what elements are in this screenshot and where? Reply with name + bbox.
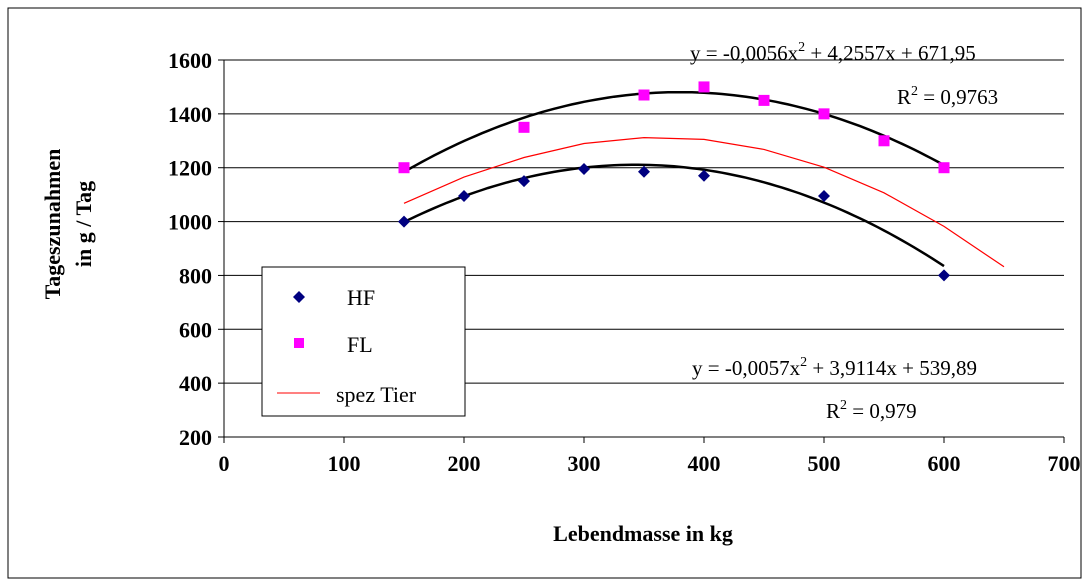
x-tick-label-300: 300: [568, 451, 601, 476]
x-tick-label-600: 600: [928, 451, 961, 476]
legend-fl-label: FL: [347, 332, 373, 357]
point-fl-1: [518, 121, 530, 133]
hf-r-squared: R2 = 0,979: [826, 398, 917, 423]
data-points: [398, 81, 950, 282]
x-tick-label-200: 200: [448, 451, 481, 476]
y-axis-label-line2: in g / Tag: [71, 181, 96, 267]
y-tick-label-200: 200: [179, 425, 212, 450]
trend-curves: [403, 90, 1005, 268]
point-hf-7: [938, 269, 950, 282]
trendline-fl: [403, 90, 945, 173]
legend-fl-marker: [294, 338, 304, 348]
x-axis-label: Lebendmasse in kg: [553, 521, 733, 546]
point-fl-5: [818, 108, 830, 120]
x-tick-label-100: 100: [328, 451, 361, 476]
y-tick-label-600: 600: [179, 317, 212, 342]
trendline-hf: [403, 163, 945, 268]
x-tick-label-0: 0: [219, 451, 230, 476]
point-fl-7: [938, 162, 950, 174]
point-hf-6: [818, 189, 830, 202]
x-tick-label-700: 700: [1048, 451, 1081, 476]
point-fl-0: [398, 162, 410, 174]
y-tick-label-800: 800: [179, 263, 212, 288]
y-tick-labels: 200 400 600 800 1000 1200 1400 1600: [168, 48, 212, 450]
fl-r-squared: R2 = 0,9763: [897, 84, 998, 109]
y-tick-label-1200: 1200: [168, 156, 212, 181]
y-tick-label-1000: 1000: [168, 210, 212, 235]
y-tick-label-400: 400: [179, 371, 212, 396]
point-hf-3: [578, 163, 590, 176]
x-tick-label-500: 500: [808, 451, 841, 476]
point-fl-2: [638, 89, 650, 101]
point-hf-1: [458, 189, 470, 202]
series-line-spez-tier: [403, 136, 1005, 268]
axes: [218, 59, 1065, 443]
legend-hf-marker: [293, 291, 305, 303]
x-tick-label-400: 400: [688, 451, 721, 476]
y-axis-label-line1: Tageszunahmen: [40, 149, 65, 300]
fl-equation: y = -0,0056x2 + 4,2557x + 671,95: [690, 40, 976, 65]
point-fl-4: [758, 94, 770, 106]
x-tick-labels: 0 100 200 300 400 500 600 700: [219, 451, 1081, 476]
hf-equation: y = -0,0057x2 + 3,9114x + 539,89: [692, 355, 977, 380]
y-tick-label-1400: 1400: [168, 102, 212, 127]
y-tick-label-1600: 1600: [168, 48, 212, 73]
chart-border: [7, 7, 1082, 579]
point-hf-5: [698, 169, 710, 182]
legend: HF FL spez Tier: [261, 266, 466, 417]
point-hf-0: [398, 215, 410, 228]
point-hf-2: [518, 175, 530, 188]
point-fl-6: [878, 135, 890, 147]
legend-spez-tier-label: spez Tier: [336, 382, 417, 407]
legend-hf-label: HF: [347, 285, 375, 310]
point-hf-4: [638, 165, 650, 178]
point-fl-3: [698, 81, 710, 93]
